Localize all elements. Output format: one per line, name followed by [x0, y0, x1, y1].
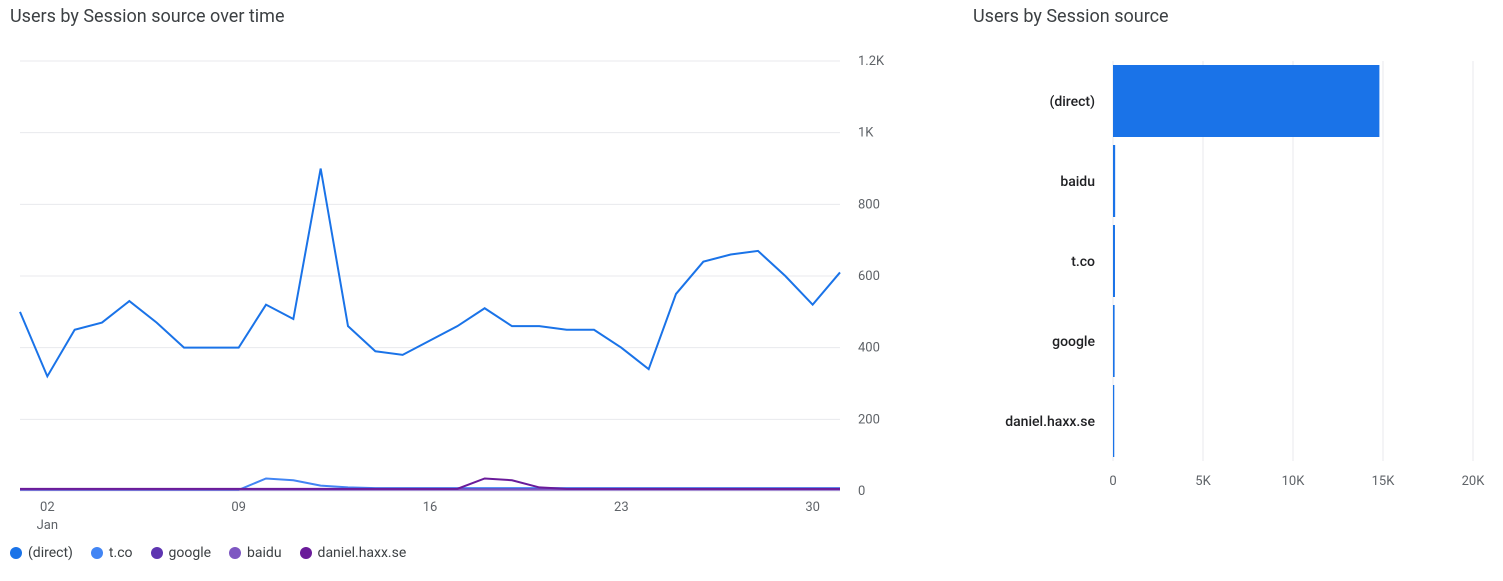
legend-label: baidu — [247, 545, 282, 561]
svg-text:16: 16 — [423, 500, 438, 515]
svg-text:400: 400 — [858, 341, 880, 356]
svg-text:baidu: baidu — [1060, 174, 1095, 190]
svg-text:google: google — [1052, 334, 1095, 350]
legend-label: daniel.haxx.se — [318, 545, 407, 561]
line-chart-area: 0 200 400 600 800 1K 1.2K 02 Jan 09 16 23 30 — [10, 31, 953, 535]
svg-text:daniel.haxx.se: daniel.haxx.se — [1005, 414, 1095, 430]
bar-chart-panel: Users by Session source 0 5K 10K 15K 20K (dir… — [953, 0, 1503, 581]
svg-text:15K: 15K — [1372, 474, 1396, 489]
line-chart-legend: (direct) t.co google baidu daniel.haxx.se — [10, 535, 953, 561]
svg-text:0: 0 — [858, 484, 865, 499]
legend-item[interactable]: t.co — [91, 545, 133, 561]
legend-dot — [229, 547, 241, 559]
legend-dot — [10, 547, 22, 559]
bar-chart-area: 0 5K 10K 15K 20K (direct) baidu t.co google danie… — [973, 31, 1493, 515]
bar-chart-title: Users by Session source — [973, 0, 1493, 31]
legend-dot — [151, 547, 163, 559]
legend-label: google — [169, 545, 212, 561]
line-chart-svg: 0 200 400 600 800 1K 1.2K 02 Jan 09 16 23 30 — [10, 31, 950, 531]
svg-text:10K: 10K — [1282, 474, 1306, 489]
svg-text:5K: 5K — [1195, 474, 1211, 489]
svg-text:0: 0 — [1109, 474, 1116, 489]
line-chart-panel: Users by Session source over time 0 200 40… — [0, 0, 953, 581]
svg-text:02: 02 — [40, 500, 55, 515]
legend-item[interactable]: baidu — [229, 545, 282, 561]
svg-text:09: 09 — [231, 500, 246, 515]
svg-text:23: 23 — [614, 500, 629, 515]
legend-dot — [91, 547, 103, 559]
legend-label: t.co — [109, 545, 133, 561]
legend-item[interactable]: (direct) — [10, 545, 73, 561]
svg-text:30: 30 — [805, 500, 820, 515]
svg-text:20K: 20K — [1462, 474, 1486, 489]
legend-label: (direct) — [28, 545, 73, 561]
svg-text:800: 800 — [858, 197, 880, 212]
svg-text:(direct): (direct) — [1050, 94, 1096, 110]
svg-text:600: 600 — [858, 269, 880, 284]
legend-dot — [300, 547, 312, 559]
svg-text:200: 200 — [858, 412, 880, 427]
svg-text:Jan: Jan — [37, 518, 58, 531]
svg-text:t.co: t.co — [1071, 254, 1095, 270]
svg-text:1K: 1K — [858, 126, 874, 141]
line-chart-title: Users by Session source over time — [10, 0, 953, 31]
legend-item[interactable]: google — [151, 545, 212, 561]
legend-item[interactable]: daniel.haxx.se — [300, 545, 407, 561]
bar-chart-svg: 0 5K 10K 15K 20K (direct) baidu t.co google danie… — [973, 31, 1493, 511]
svg-text:1.2K: 1.2K — [858, 54, 885, 69]
